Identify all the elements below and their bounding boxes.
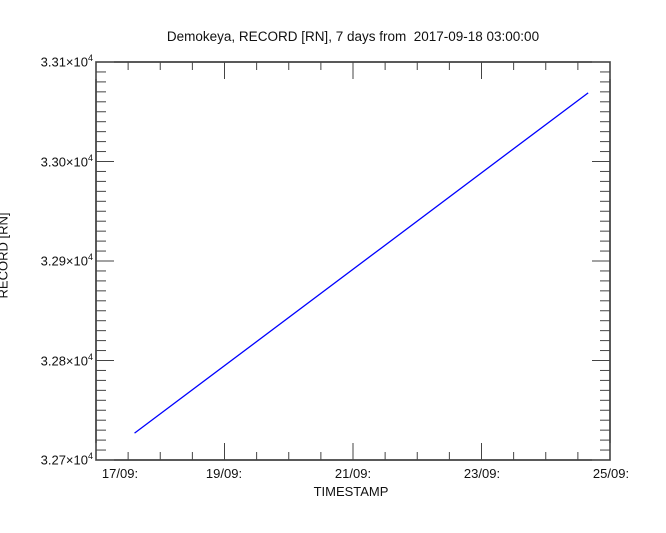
chart-title: Demokeya, RECORD [RN], 7 days from 2017-… bbox=[166, 29, 540, 44]
data-line-record bbox=[134, 92, 589, 434]
x-tick-label: 21/09: bbox=[334, 466, 372, 481]
y-tick-label: 3.29×104 bbox=[14, 252, 93, 269]
x-tick-label: 23/09: bbox=[463, 466, 501, 481]
y-tick-label-exponent: 4 bbox=[87, 352, 93, 362]
y-tick-label: 3.31×104 bbox=[14, 53, 93, 70]
y-tick-label: 3.30×104 bbox=[14, 153, 93, 170]
y-tick-label-exponent: 4 bbox=[87, 53, 93, 63]
y-tick-label-mantissa: 3.30×10 bbox=[40, 154, 88, 170]
y-tick-label-exponent: 4 bbox=[87, 451, 93, 461]
y-tick-label-mantissa: 3.31×10 bbox=[40, 54, 88, 70]
y-tick-label-exponent: 4 bbox=[87, 153, 93, 163]
y-tick-label-mantissa: 3.29×10 bbox=[40, 253, 88, 269]
y-axis-ticks bbox=[96, 61, 610, 461]
x-tick-label: 19/09: bbox=[205, 466, 243, 481]
y-tick-label-mantissa: 3.28×10 bbox=[40, 353, 88, 369]
x-tick-label: 25/09: bbox=[592, 466, 630, 481]
y-tick-label: 3.28×104 bbox=[14, 352, 93, 369]
plot-frame bbox=[95, 61, 611, 461]
x-axis-title: TIMESTAMP bbox=[313, 484, 389, 499]
x-axis-ticks bbox=[95, 62, 611, 460]
y-axis-title: RECORD [RN] bbox=[0, 212, 11, 299]
y-tick-label-mantissa: 3.27×10 bbox=[40, 452, 88, 468]
y-tick-label-exponent: 4 bbox=[87, 252, 93, 262]
x-tick-label: 17/09: bbox=[101, 466, 139, 481]
y-tick-label: 3.27×104 bbox=[14, 451, 93, 468]
